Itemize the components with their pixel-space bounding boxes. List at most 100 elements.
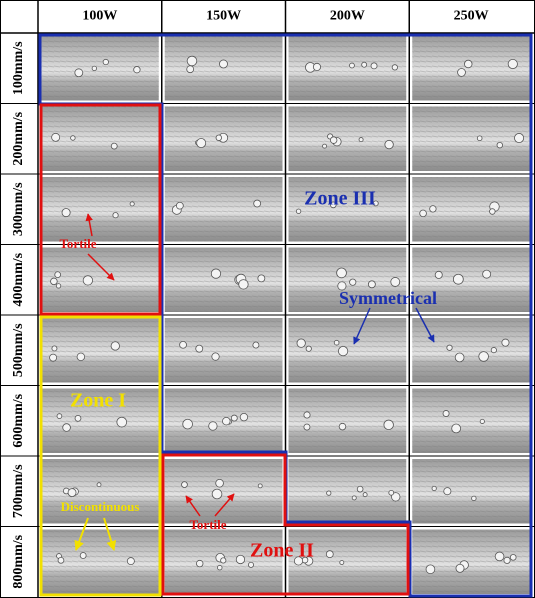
row-header: 500mm/s [11, 323, 26, 377]
zone-1-outline [39, 315, 162, 597]
particle [54, 271, 61, 279]
particle [509, 554, 517, 561]
particle [351, 495, 357, 501]
particle [56, 413, 63, 419]
particle [195, 344, 204, 353]
particle [429, 205, 437, 213]
row-header: 600mm/s [11, 393, 26, 447]
particle [372, 200, 379, 207]
particle [230, 414, 238, 422]
particle [116, 416, 128, 428]
particle [112, 212, 119, 219]
particle [455, 563, 465, 573]
particle [391, 492, 401, 502]
particle [220, 557, 227, 564]
particle [186, 55, 198, 67]
particle [490, 347, 497, 354]
particle [62, 423, 71, 432]
particle [464, 59, 473, 69]
arrow [214, 493, 235, 517]
particle [349, 278, 357, 286]
sem-texture [412, 529, 530, 594]
particle [457, 68, 466, 77]
particle [361, 61, 368, 68]
zone-label: Zone III [304, 188, 376, 210]
row-header: 200mm/s [11, 111, 26, 165]
particle [61, 208, 71, 218]
row-header: 800mm/s [11, 534, 26, 588]
particle [247, 561, 255, 568]
particle [322, 143, 327, 149]
particle [452, 273, 464, 285]
particle [67, 488, 77, 498]
particle [211, 352, 220, 361]
particle [181, 481, 188, 488]
annotation: Discontinuous [61, 499, 140, 514]
particle [51, 345, 58, 352]
particle [503, 556, 511, 564]
particle [186, 65, 195, 74]
particle [238, 279, 249, 290]
particle [182, 418, 193, 430]
arrow [415, 307, 435, 343]
particle [49, 353, 58, 362]
sem-texture [164, 318, 283, 383]
particle [252, 341, 260, 349]
particle [489, 208, 496, 215]
annotation: Tortile [189, 517, 226, 532]
particle [295, 208, 302, 214]
particle [446, 344, 453, 351]
sem-texture [288, 106, 407, 171]
particle [126, 557, 135, 566]
particle [79, 552, 87, 559]
sem-texture [41, 388, 159, 453]
zone-label: Zone II [250, 540, 314, 562]
particle [384, 139, 394, 150]
particle [222, 416, 231, 426]
sem-texture [412, 106, 530, 171]
particle [337, 346, 349, 357]
column-header: 250W [454, 9, 489, 24]
sem-texture [41, 318, 159, 383]
particle [514, 133, 525, 144]
particle [362, 492, 368, 498]
particle [337, 281, 347, 291]
particle [219, 59, 228, 69]
particle [496, 141, 503, 149]
particle [391, 64, 398, 71]
particle [349, 62, 355, 69]
sem-texture [288, 459, 407, 524]
particle [507, 58, 518, 70]
particle [179, 340, 187, 349]
column-header: 100W [82, 9, 117, 24]
sem-texture [412, 318, 530, 383]
particle [110, 142, 118, 150]
particle [211, 488, 223, 500]
particle [478, 351, 489, 362]
particle [293, 556, 304, 566]
particle [208, 421, 218, 431]
particle [482, 269, 492, 279]
particle [253, 199, 262, 208]
particle [325, 550, 334, 559]
sem-texture [41, 36, 159, 101]
sem-texture [41, 247, 159, 312]
column-header: 150W [206, 9, 241, 24]
particle [257, 274, 266, 283]
particle [296, 338, 306, 348]
particle [133, 66, 141, 74]
particle [329, 136, 338, 144]
particle [305, 345, 312, 352]
particle [57, 557, 65, 564]
particle [329, 201, 337, 209]
zone-tortile-outline [39, 103, 162, 316]
particle [367, 280, 376, 289]
particle [434, 270, 443, 279]
particle [303, 423, 311, 431]
particle [110, 341, 120, 351]
zone-label: Zone I [70, 390, 126, 412]
sem-texture [412, 388, 530, 453]
particle [425, 564, 436, 575]
particle [326, 490, 332, 496]
particle [333, 339, 340, 346]
